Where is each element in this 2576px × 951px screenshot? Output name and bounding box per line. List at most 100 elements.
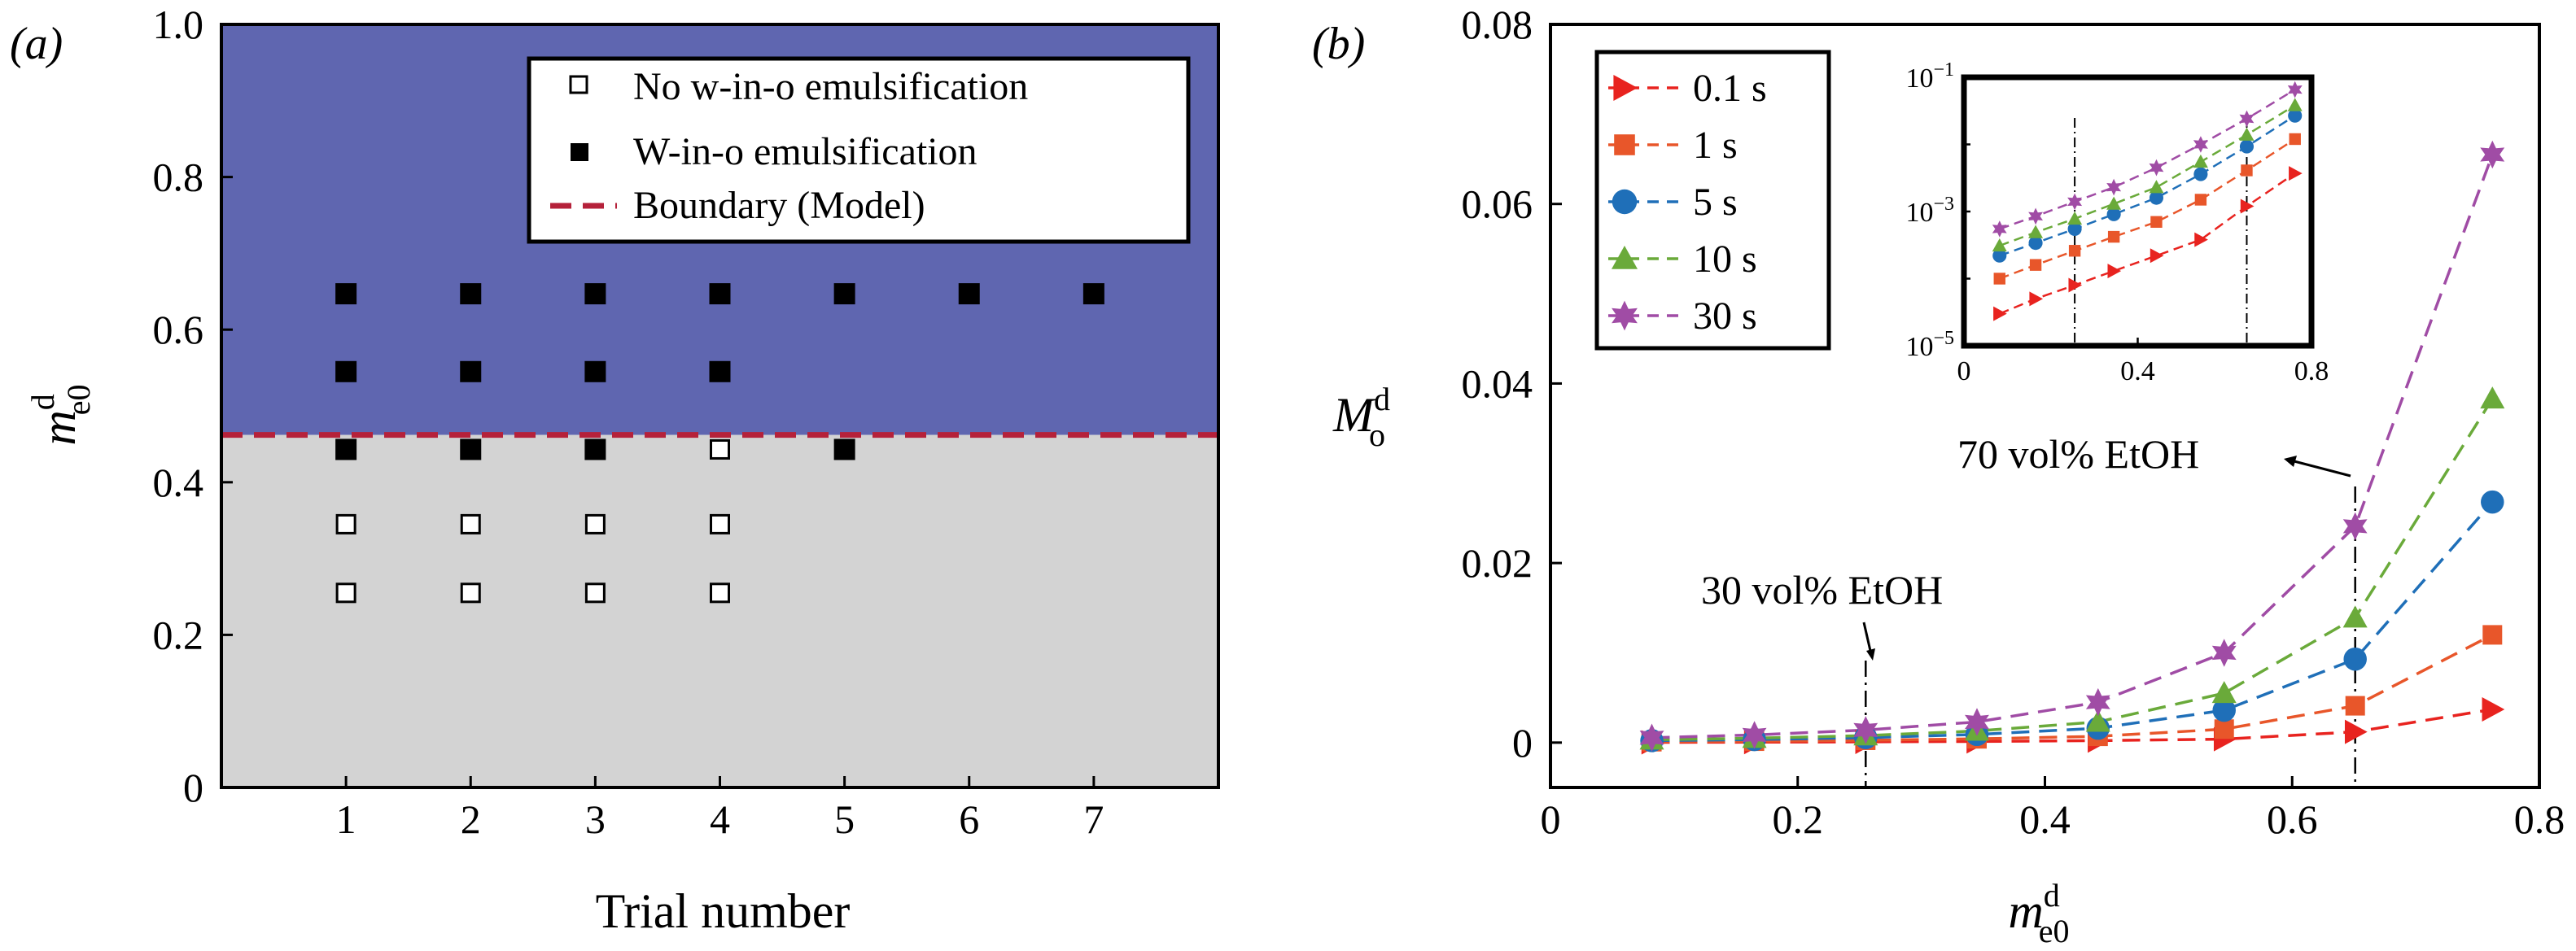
data-point-filled-square (709, 283, 731, 305)
legend-marker-icon (1612, 246, 1638, 269)
inset-reference-lines (2074, 118, 2248, 346)
inset-data-point (2194, 232, 2208, 247)
data-point-filled-square (460, 283, 482, 305)
x-tick-label: 3 (585, 796, 606, 842)
inset-data-point (2028, 207, 2043, 225)
data-point-open-square (710, 513, 730, 534)
data-point-filled-square (584, 283, 606, 305)
legend-marker-icon (1612, 189, 1638, 215)
data-points (335, 283, 1104, 604)
data-point-filled-square (460, 438, 482, 460)
inset-x-tick-label: 0.4 (2120, 356, 2155, 386)
data-point-open-square (710, 438, 730, 460)
inset-frame (1961, 74, 2315, 349)
x-tick-label: 0.8 (2514, 796, 2565, 842)
inset-data-point (2029, 291, 2044, 307)
annotation-70-vol: 70 vol% EtOH (1957, 431, 2199, 477)
data-point (2482, 625, 2503, 645)
axis-ticks: 1 2 3 4 5 6 7 0 0.2 0.4 0.6 0.8 1.0 (153, 2, 1104, 842)
inset-data-point (2067, 193, 2083, 211)
data-point (2345, 696, 2365, 716)
inset-data-point (2029, 259, 2042, 271)
inset-data-point (2067, 211, 2083, 225)
data-point-filled-square (833, 438, 855, 460)
data-point-open-square (584, 513, 606, 534)
x-tick-label: 5 (834, 796, 855, 842)
annotation-30-vol: 30 vol% EtOH (1701, 567, 1943, 613)
legend-filled-square-icon (571, 143, 588, 161)
y-tick-label: 0.04 (1462, 360, 1533, 406)
inset-data-point (2028, 236, 2043, 251)
data-point (2212, 698, 2236, 722)
data-point (1742, 721, 1767, 749)
x-tick-label: 0.2 (1773, 796, 1824, 842)
annotation-arrow (1862, 622, 1872, 652)
inset-data-point (2193, 154, 2208, 168)
data-point-open-square (335, 582, 356, 604)
data-point-filled-square (958, 283, 980, 305)
svg-text:mde0: mde0 (2008, 877, 2069, 949)
inset-data-series (1992, 81, 2303, 321)
data-point-filled-square (833, 283, 855, 305)
data-point-open-square (460, 513, 481, 534)
inset-series-line (1999, 115, 2296, 257)
inset-data-point (2287, 98, 2303, 111)
y-tick-label: 1.0 (153, 2, 204, 47)
svg-text:mde0: mde0 (24, 384, 97, 445)
y-axis-label: Md o (1332, 381, 1390, 453)
inset-data-point (1992, 248, 2007, 263)
x-axis-label: md e0 (2008, 877, 2069, 949)
data-point-open-square (335, 513, 356, 534)
x-tick-label: 7 (1083, 796, 1104, 842)
inset-data-point (2068, 277, 2083, 293)
data-point (2482, 696, 2505, 722)
legend-label: W-in-o emulsification (633, 130, 977, 173)
data-point-filled-square (335, 438, 357, 460)
inset-data-point (2194, 194, 2207, 206)
data-point (2085, 709, 2110, 732)
inset-series-line (1999, 104, 2296, 247)
inset-data-point (2288, 108, 2303, 123)
inset-data-point (2239, 127, 2255, 141)
inset-chart: 0 0.4 0.8 10−5 10−3 10−1 (1905, 59, 2329, 386)
data-point (1639, 723, 1664, 752)
data-point-filled-square (460, 360, 482, 382)
y-tick-label: 0.08 (1462, 2, 1533, 47)
inset-x-tick-label: 0 (1957, 356, 1971, 386)
inset-data-point (1992, 220, 2007, 238)
data-point-filled-square (335, 283, 357, 305)
data-point-filled-square (584, 360, 606, 382)
inset-data-point (2106, 207, 2121, 221)
data-point (2214, 719, 2234, 739)
x-tick-label: 4 (710, 796, 730, 842)
data-point (2085, 687, 2110, 717)
x-tick-label: 0.4 (2019, 796, 2071, 842)
data-point (2480, 386, 2505, 409)
svg-text:Mdo: Md o (1332, 381, 1390, 453)
inset-data-point (2241, 164, 2253, 177)
inset-data-point (2150, 248, 2164, 264)
inset-data-point (2239, 139, 2255, 154)
inset-data-point (1993, 273, 2005, 285)
data-point (2481, 490, 2504, 514)
inset-data-point (2289, 166, 2303, 181)
inset-data-point (1992, 238, 2007, 252)
inset-data-point (2289, 133, 2301, 146)
legend-marker-icon (1612, 300, 1638, 331)
y-tick-label: 0.4 (153, 460, 204, 505)
series-line (1651, 154, 2494, 739)
inset-y-tick-label: 10−5 (1905, 328, 1954, 362)
legend-label: 30 s (1693, 294, 1757, 338)
legend-label: 10 s (1693, 238, 1757, 281)
data-point (1965, 708, 1989, 736)
data-point (2344, 719, 2368, 744)
legend-label: 5 s (1693, 181, 1738, 224)
legend-label: Boundary (Model) (633, 184, 925, 227)
inset-x-tick-label: 0.8 (2294, 356, 2329, 386)
series-line (1651, 500, 2494, 743)
inset-y-tick-label: 10−3 (1905, 194, 1954, 228)
data-point (1853, 716, 1878, 744)
inset-data-point (2149, 180, 2164, 194)
legend: 0.1 s 1 s 5 s 10 s 30 s (1594, 50, 1831, 351)
